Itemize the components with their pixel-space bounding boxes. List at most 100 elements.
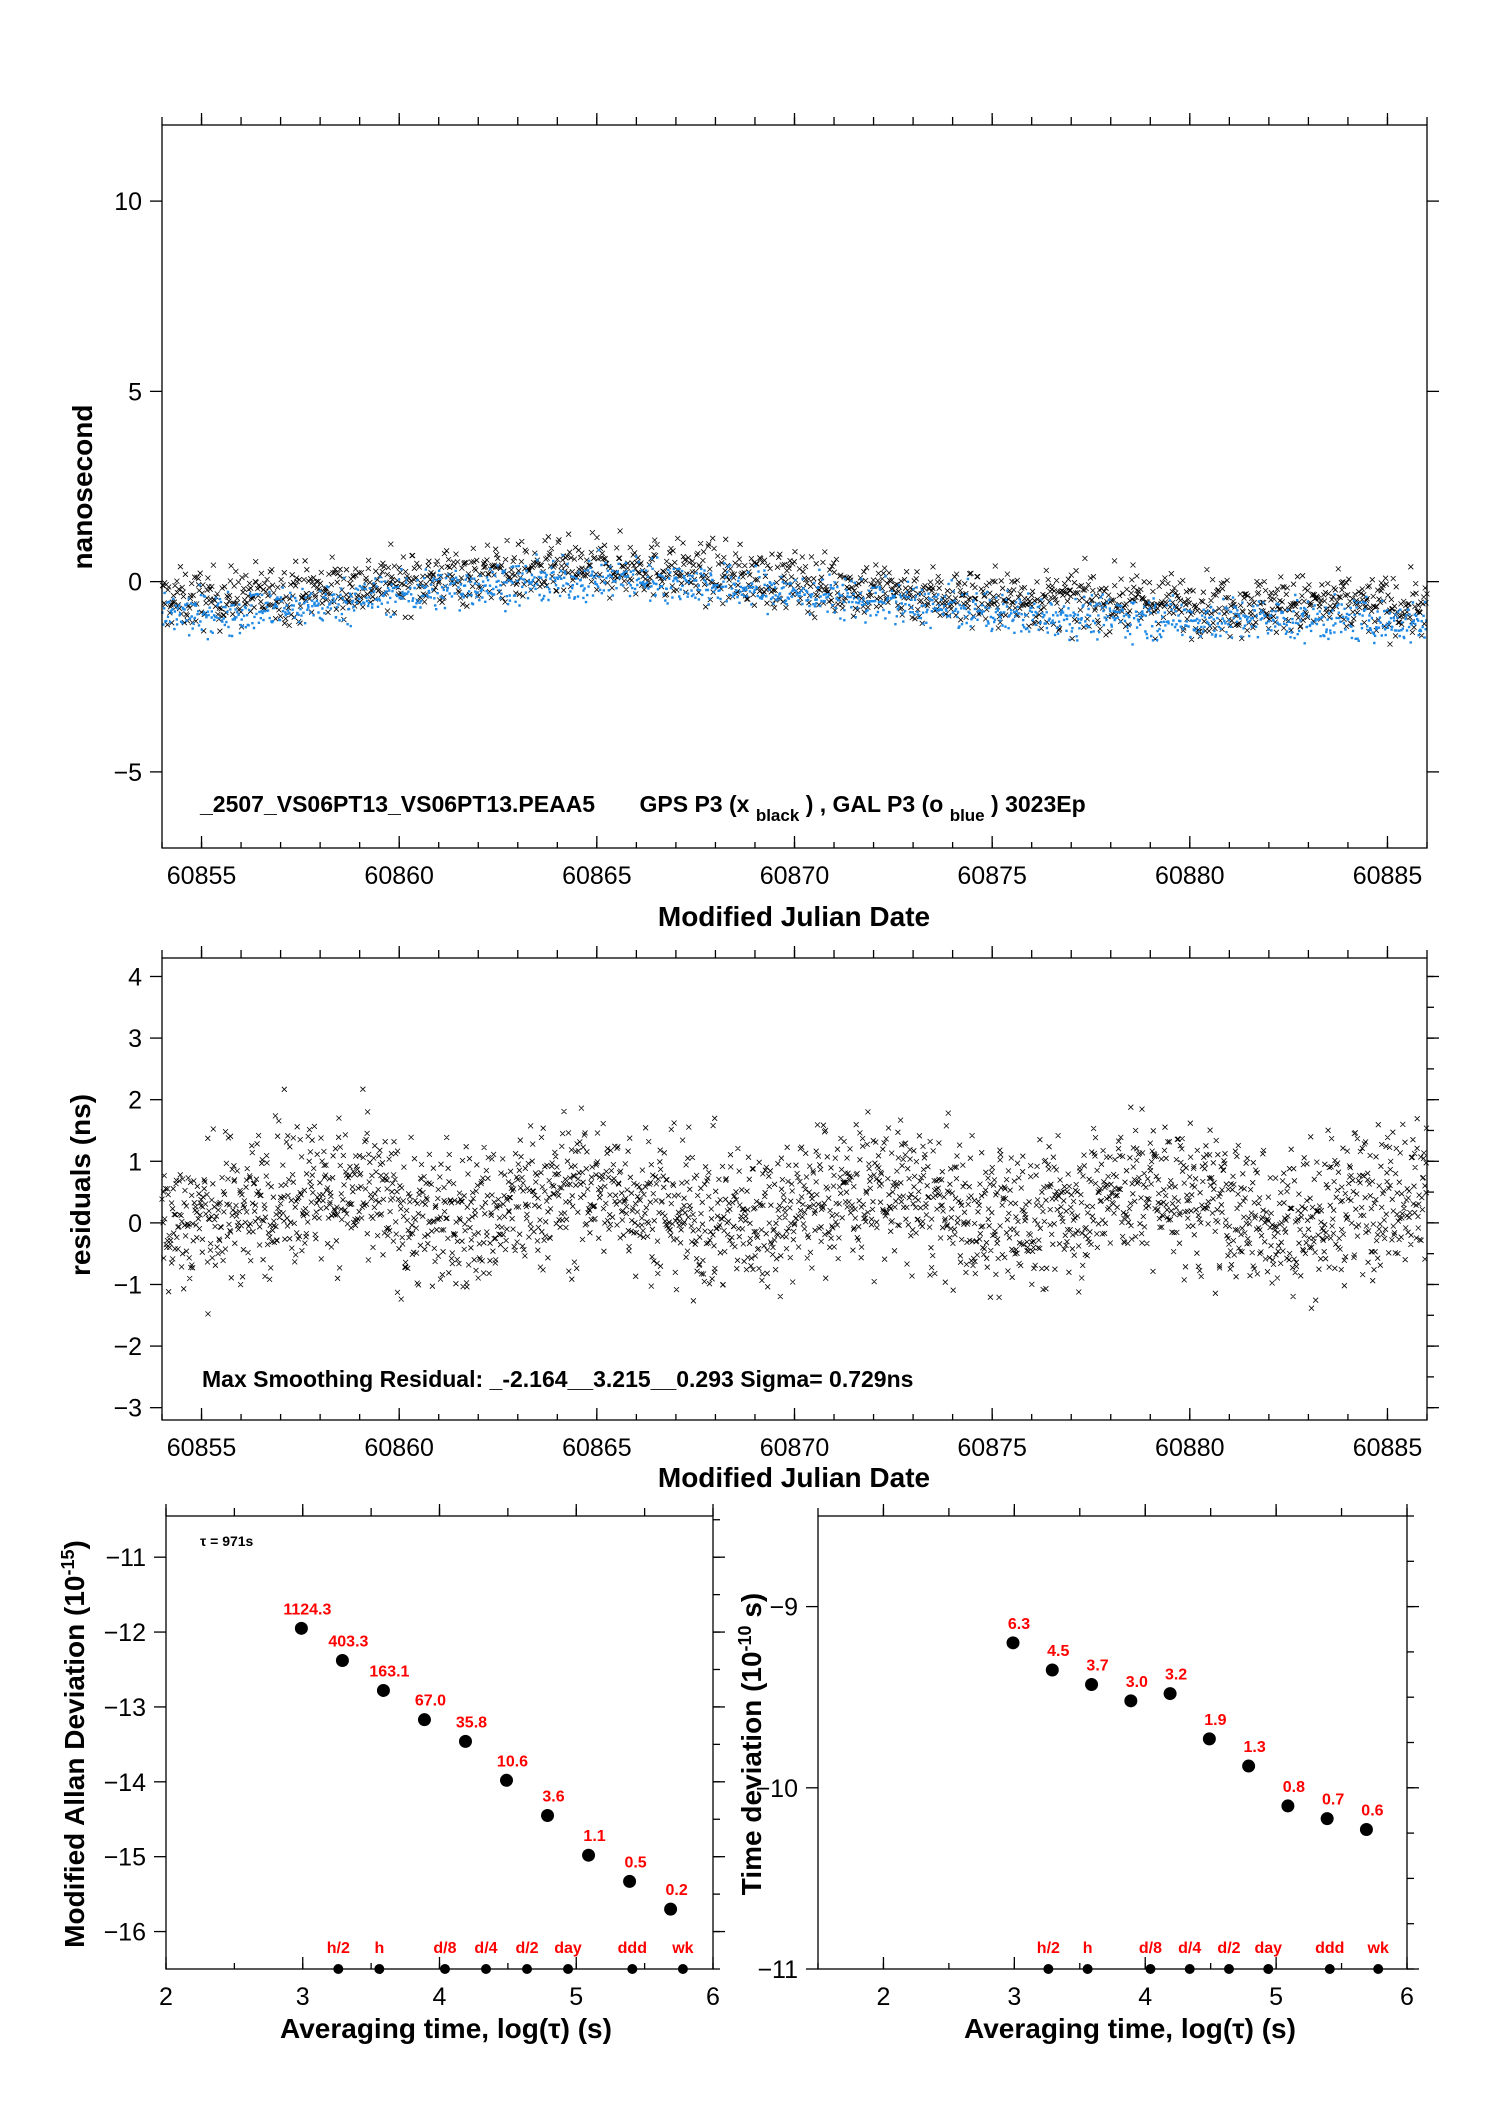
- allan-frame: [165, 1515, 714, 1970]
- x-tick-label: 60860: [364, 862, 434, 890]
- deviation-point: [417, 1713, 431, 1727]
- deviation-point: [623, 1874, 637, 1888]
- deviation-point: [500, 1773, 514, 1787]
- deviation-value-label: 1124.3: [283, 1601, 331, 1618]
- y-tick-label: 1: [128, 1148, 142, 1176]
- averaging-marker-label: d/4: [1178, 1940, 1201, 1957]
- averaging-marker: [522, 1964, 533, 1974]
- averaging-marker: [563, 1964, 574, 1974]
- deviation-value-label: 4.5: [1047, 1643, 1069, 1660]
- x-tick-label: 4: [1138, 1983, 1152, 2011]
- deviation-value-label: 6.3: [1008, 1616, 1030, 1633]
- averaging-marker: [627, 1964, 638, 1974]
- allan-panel: 2 3 4 5 6 −16 −15 −14 −13 −12 −11 1124.3 403.3163.1…: [58, 1504, 725, 2044]
- allan-xlabel: Averaging time, log(τ) (s): [280, 2013, 612, 2044]
- deviation-point: [1359, 1822, 1373, 1836]
- time-series-frame: [161, 124, 1428, 849]
- averaging-marker: [480, 1964, 491, 1974]
- x-tick-label: 2: [159, 1983, 173, 2011]
- deviation-point: [376, 1683, 390, 1697]
- x-tick-label: 60855: [167, 862, 237, 890]
- y-tick-label: −9: [769, 1594, 798, 1622]
- x-tick-label: 6: [1400, 1983, 1414, 2011]
- time-series-panel: 60855 60860 60865 60870 60875 60880 60885 −5 0 5 1…: [67, 113, 1439, 932]
- x-tick-label: 3: [1007, 1983, 1021, 2011]
- x-tick-label: 6: [706, 1983, 720, 2011]
- y-tick-label: −5: [113, 759, 142, 787]
- time-series-xlabel: Modified Julian Date: [658, 901, 930, 932]
- residual-points: [159, 1086, 1430, 1317]
- averaging-marker: [333, 1964, 344, 1974]
- y-tick-label: −16: [104, 1919, 146, 1947]
- tdev-frame: [817, 1515, 1408, 1970]
- x-tick-label: 60865: [562, 1434, 632, 1462]
- deviation-point: [1242, 1759, 1256, 1773]
- gps-label: GPS P3 (x: [640, 791, 750, 817]
- averaging-marker-label: ddd: [1315, 1940, 1344, 1957]
- x-tick-label: 60880: [1155, 1434, 1225, 1462]
- averaging-marker-label: wk: [671, 1940, 693, 1957]
- y-tick-label: 0: [128, 569, 142, 597]
- deviation-point: [335, 1654, 349, 1668]
- deviation-point: [1124, 1694, 1138, 1708]
- averaging-marker-label: wk: [1367, 1940, 1389, 1957]
- time-series-axes: 60855 60860 60865 60870 60875 60880 60885 −5 0 5 1…: [113, 113, 1439, 890]
- gps-series: [159, 528, 1430, 647]
- deviation-value-label: 0.7: [1322, 1792, 1344, 1809]
- averaging-marker: [374, 1964, 385, 1974]
- deviation-value-label: 3.2: [1165, 1667, 1187, 1684]
- y-tick-label: 5: [128, 378, 142, 406]
- deviation-value-label: 1.3: [1243, 1739, 1265, 1756]
- averaging-marker-label: d/4: [474, 1940, 497, 1957]
- y-tick-label: 3: [128, 1025, 142, 1053]
- y-tick-label: −12: [104, 1619, 146, 1647]
- averaging-marker-label: h: [1083, 1940, 1093, 1957]
- deviation-value-label: 0.8: [1283, 1779, 1305, 1796]
- x-tick-label: 5: [1269, 1983, 1283, 2011]
- deviation-point: [1281, 1799, 1295, 1813]
- tdev-panel: 2 3 4 5 6 −11 −10 −9 6.3 4.5 3.7 3.0 3.2 1.9 1.3 0.8 0.…: [735, 1504, 1419, 2044]
- averaging-marker-label: d/2: [515, 1940, 538, 1957]
- averaging-marker: [1223, 1964, 1234, 1974]
- gal-subscript: blue: [950, 806, 985, 825]
- y-tick-label: 2: [128, 1087, 142, 1115]
- y-tick-label: 0: [128, 1210, 142, 1238]
- averaging-marker: [1145, 1964, 1156, 1974]
- x-tick-label: 60870: [760, 1434, 830, 1462]
- x-tick-label: 4: [433, 1983, 447, 2011]
- deviation-value-label: 0.2: [665, 1882, 687, 1899]
- deviation-point: [1045, 1663, 1059, 1677]
- deviation-value-label: 163.1: [369, 1663, 409, 1680]
- allan-ylabel-tail: ): [59, 1540, 90, 1549]
- x-tick-label: 60880: [1155, 862, 1225, 890]
- y-tick-label: −3: [113, 1395, 142, 1423]
- y-tick-label: −15: [104, 1844, 146, 1872]
- averaging-marker-label: d/8: [433, 1940, 456, 1957]
- tdev-xlabel: Averaging time, log(τ) (s): [964, 2013, 1296, 2044]
- averaging-marker: [1082, 1964, 1093, 1974]
- deviation-point: [294, 1621, 308, 1635]
- y-tick-label: 10: [114, 188, 142, 216]
- deviation-value-label: 10.6: [497, 1753, 528, 1770]
- x-tick-label: 60865: [562, 862, 632, 890]
- averaging-marker: [439, 1964, 450, 1974]
- y-tick-label: −11: [757, 1956, 798, 1984]
- epoch-count: ) 3023Ep: [991, 791, 1086, 817]
- deviation-value-label: 1.1: [583, 1828, 605, 1845]
- deviation-value-label: 3.0: [1126, 1674, 1148, 1691]
- averaging-marker-label: day: [1254, 1940, 1282, 1957]
- deviation-point: [582, 1848, 596, 1862]
- y-tick-label: −10: [756, 1775, 798, 1803]
- averaging-marker-label: ddd: [618, 1940, 647, 1957]
- x-tick-label: 5: [569, 1983, 583, 2011]
- residual-series: [159, 1086, 1430, 1317]
- averaging-marker-label: day: [554, 1940, 582, 1957]
- gal-series: [161, 548, 1428, 646]
- averaging-marker: [1043, 1964, 1054, 1974]
- y-tick-label: −14: [104, 1769, 147, 1797]
- gps-subscript: black: [756, 806, 800, 825]
- averaging-marker: [677, 1964, 688, 1974]
- x-tick-label: 60885: [1353, 862, 1423, 890]
